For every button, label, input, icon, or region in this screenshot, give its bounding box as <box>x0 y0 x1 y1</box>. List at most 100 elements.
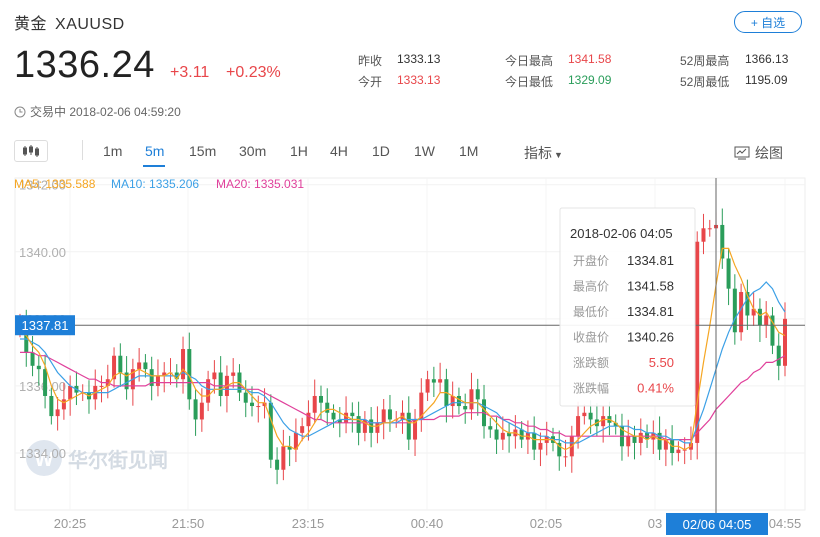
candle-body <box>757 308 762 326</box>
stat-value-day-high: 1341.58 <box>568 52 612 66</box>
caret-down-icon: ▼ <box>554 150 563 160</box>
candle-body <box>162 372 167 376</box>
candle-body <box>494 429 499 440</box>
interval-1d[interactable]: 1D <box>372 143 390 159</box>
candle-body <box>500 432 505 440</box>
candle-body <box>325 402 330 413</box>
candle-body <box>563 456 568 458</box>
ma10-legend: MA10: 1335.206 <box>111 177 200 191</box>
candle-body <box>199 402 204 420</box>
candlestick-chart[interactable]: W 华尔街见闻 1342.001340.001338.001336.001334… <box>0 170 820 537</box>
candle-body <box>30 352 35 366</box>
tooltip-label: 最高价 <box>573 279 609 294</box>
candle-body <box>695 241 700 443</box>
crosshair-time-label: 02/06 04:05 <box>683 517 752 532</box>
candle-body <box>519 429 524 440</box>
candle-body <box>287 446 292 450</box>
candle-body <box>726 258 731 289</box>
x-tick-label: 21:50 <box>172 516 205 531</box>
candle-body <box>488 426 493 430</box>
candle-body <box>36 365 41 370</box>
stat-value-prev-close: 1333.13 <box>397 52 441 66</box>
tooltip-value: 0.41% <box>637 381 674 396</box>
candle-body <box>739 292 744 333</box>
y-tick-label: 1342.00 <box>19 178 66 193</box>
interval-5m[interactable]: 5m <box>145 143 165 159</box>
interval-1m[interactable]: 1m <box>103 143 123 159</box>
candle-body <box>475 389 480 400</box>
candle-body <box>707 228 712 230</box>
interval-1mo[interactable]: 1M <box>459 143 479 159</box>
current-price: 1336.24 <box>14 44 155 86</box>
candle-body <box>776 345 781 366</box>
candle-body <box>751 308 756 316</box>
candle-body <box>350 412 355 417</box>
tooltip-label: 涨跌额 <box>573 355 609 370</box>
instrument-title: 黄金 XAUUSD <box>14 10 125 34</box>
x-tick-label: 23:15 <box>292 516 325 531</box>
candle-body <box>745 292 750 316</box>
candle-body <box>732 288 737 333</box>
y-tick-label: 1336.00 <box>19 379 66 394</box>
candle-body <box>638 432 643 443</box>
instrument-symbol: XAUUSD <box>55 16 125 33</box>
candle-body <box>764 315 769 326</box>
candle-body <box>657 432 662 450</box>
interval-1w[interactable]: 1W <box>414 143 435 159</box>
candle-body <box>507 432 512 437</box>
candle-body <box>268 402 273 460</box>
candle-body <box>632 436 637 443</box>
candle-body <box>300 426 305 433</box>
candle-body <box>413 419 418 440</box>
stat-value-52w-low: 1195.09 <box>745 73 788 87</box>
stat-label-52w-low: 52周最低 <box>680 75 730 89</box>
interval-15m[interactable]: 15m <box>189 143 217 159</box>
stat-label-day-low: 今日最低 <box>505 75 554 89</box>
x-tick-label: 20:25 <box>54 516 87 531</box>
crosshair-time-box <box>666 513 768 535</box>
chart-grid <box>14 177 806 511</box>
price-change-percent: +0.23% <box>226 64 281 81</box>
candle-body <box>362 419 367 433</box>
y-tick-label: 1334.00 <box>19 446 66 461</box>
indicator-label: 指标 <box>524 145 552 161</box>
instrument-name: 黄金 <box>14 16 48 33</box>
candle-body <box>155 375 160 386</box>
candle-body <box>24 322 29 353</box>
add-favorite-button[interactable]: + 自选 <box>734 11 802 33</box>
draw-label: 绘图 <box>755 145 783 161</box>
crosshair: 1337.81 02/06 04:05 <box>15 178 805 535</box>
interval-4h[interactable]: 4H <box>330 143 348 159</box>
candle-body <box>306 412 311 427</box>
interval-1h[interactable]: 1H <box>290 143 308 159</box>
candles <box>18 208 787 485</box>
candle-body <box>293 432 298 450</box>
tooltip-label: 涨跌幅 <box>573 381 609 396</box>
candle-body <box>532 432 537 450</box>
ohlc-tooltip: 2018-02-06 04:05 开盘价 1334.81 最高价 1341.58 最低价 1… <box>559 207 696 407</box>
stat-label-prev-close: 昨收 <box>358 54 383 68</box>
active-interval-underline <box>143 165 165 167</box>
candle-body <box>243 392 248 403</box>
tooltip-label: 最低价 <box>573 305 609 319</box>
x-axis: 20:25 21:50 23:15 00:40 02:05 03 04:55 <box>54 516 802 531</box>
interval-30m[interactable]: 30m <box>239 143 267 159</box>
candle-body <box>576 416 581 437</box>
stat-value-52w-high: 1366.13 <box>745 52 789 66</box>
candle-body <box>231 372 236 376</box>
watermark: W 华尔街见闻 <box>26 440 168 476</box>
price-change: +3.11 <box>170 64 210 81</box>
candle-body <box>450 395 455 407</box>
indicator-dropdown[interactable]: 指标 ▼ <box>524 143 563 163</box>
candle-body <box>538 442 543 450</box>
ma10-line <box>20 281 786 444</box>
candle-body <box>463 406 468 410</box>
tooltip-value: 1340.26 <box>627 330 674 345</box>
draw-button[interactable]: 绘图 <box>734 143 783 163</box>
chart-type-button[interactable] <box>14 140 48 162</box>
ma20-legend: MA20: 1335.031 <box>216 177 305 191</box>
candle-body <box>469 389 474 410</box>
candle-body <box>318 395 323 403</box>
ma5-legend: MA5: 1335.588 <box>14 177 96 191</box>
candle-body <box>99 385 104 387</box>
